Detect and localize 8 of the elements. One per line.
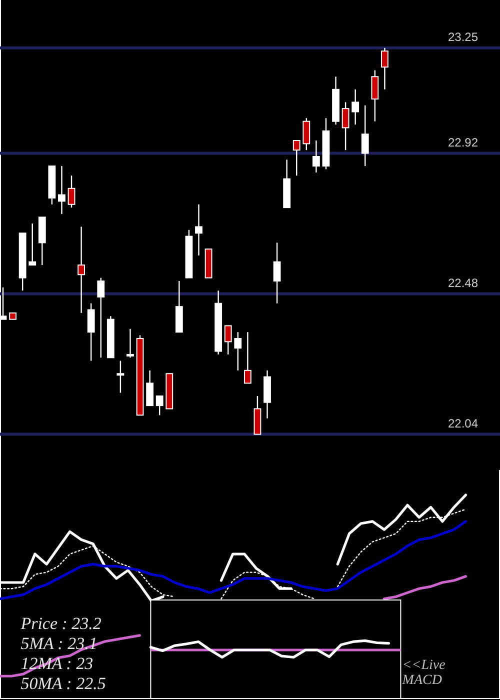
annotation: 50MA : 22.5 — [20, 674, 106, 693]
annotation: Price : 23.2 — [20, 614, 102, 633]
y-tick-label: 22.92 — [448, 135, 478, 150]
y-tick-label: 22.48 — [448, 276, 478, 290]
y-tick-label: 23.25 — [448, 30, 478, 44]
y-tick-label: 22.04 — [448, 416, 478, 430]
annotation: 5MA : 23.1 — [20, 634, 98, 653]
annotation: <<Live MACD — [401, 658, 446, 688]
